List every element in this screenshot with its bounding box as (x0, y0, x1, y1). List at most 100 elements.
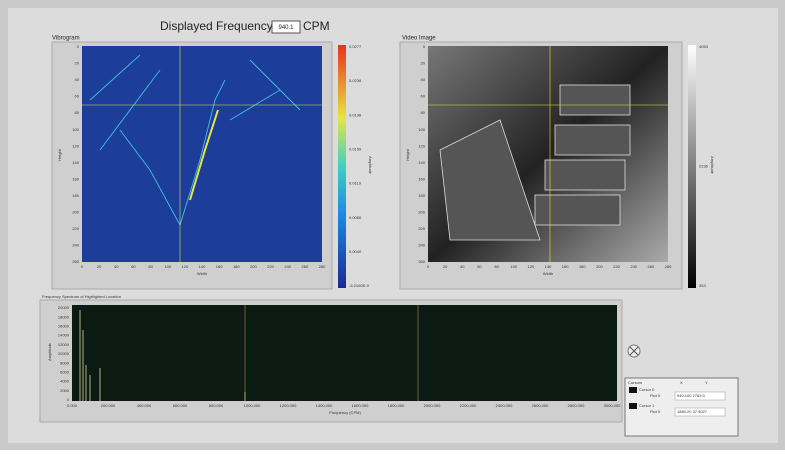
y-tick-label: 10000 (58, 351, 70, 356)
x-tick-label: 140 (199, 264, 206, 269)
x-tick-label: 200.000 (101, 403, 116, 408)
x-tick-label: 2400.000 (496, 403, 513, 408)
x-tick-label: 2800.000 (568, 403, 585, 408)
x-tick-label: 1400.000 (316, 403, 333, 408)
video-colorbar (688, 45, 696, 288)
y-tick-label: 80 (75, 110, 80, 115)
x-tick-label: 2600.000 (532, 403, 549, 408)
cursor-value-field (674, 391, 726, 401)
cursor-name: Cursor 1 (639, 403, 655, 408)
y-tick-label: 8000 (60, 360, 70, 365)
x-tick-label: 40 (114, 264, 119, 269)
y-tick-label: 100 (418, 127, 425, 132)
y-tick-label: 40 (75, 77, 80, 82)
y-tick-label: 180 (418, 193, 425, 198)
frequency-label: Displayed Frequency (160, 19, 273, 33)
y-axis-label: Amplitude (47, 342, 52, 361)
y-tick-label: 40 (421, 77, 426, 82)
x-tick-label: 100 (164, 264, 171, 269)
y-tick-label: 200 (418, 209, 425, 214)
x-tick-label: 800.000 (209, 403, 224, 408)
x-tick-label: 1000.000 (244, 403, 261, 408)
x-tick-label: 160 (216, 264, 223, 269)
zoom-icon[interactable] (629, 346, 639, 356)
x-tick-label: 80 (148, 264, 153, 269)
x-tick-label: 220 (267, 264, 274, 269)
y-tick-label: 2000 (60, 388, 70, 393)
y-tick-label: 100 (72, 127, 79, 132)
frequency-value[interactable]: 940.1 (278, 25, 294, 31)
x-tick-label: 60 (477, 264, 482, 269)
y-tick-label: 2236 (699, 164, 709, 169)
x-tick-label: 260 (648, 264, 655, 269)
y-tick-label: 160 (418, 176, 425, 181)
cursor-legend (624, 377, 739, 437)
x-axis-label: Frequency (CPM) (329, 410, 361, 415)
video-title: Video Image (402, 36, 436, 42)
x-tick-label: 180 (579, 264, 586, 269)
x-tick-label: 20 (443, 264, 448, 269)
x-tick-label: 0 (81, 264, 84, 269)
cursor-swatch (629, 403, 637, 409)
vibrogram-features (89, 54, 301, 226)
cursor-value: 940.100 2763.0 (677, 393, 706, 398)
x-tick-label: 600.000 (173, 403, 188, 408)
y-tick-label: 12000 (58, 342, 70, 347)
x-axis-label: Width (197, 271, 207, 276)
x-tick-label: 240 (630, 264, 637, 269)
x-tick-label: 60 (131, 264, 136, 269)
x-tick-label: 120 (182, 264, 189, 269)
y-tick-label: 220 (418, 226, 425, 231)
y-tick-label: 20 (421, 61, 426, 66)
x-tick-label: 180 (233, 264, 240, 269)
y-tick-label: 60 (75, 94, 80, 99)
y-tick-label: 0.0080 (349, 215, 362, 220)
y-tick-label: 4000 (60, 379, 70, 384)
x-tick-label: 200 (250, 264, 257, 269)
cursor-name: Cursor 0 (639, 387, 655, 392)
x-tick-label: 0.000 (67, 403, 78, 408)
x-tick-label: 80 (494, 264, 499, 269)
frequency-field[interactable] (271, 20, 301, 34)
y-tick-label: 0 (423, 44, 426, 49)
y-tick-label: 6000 (60, 369, 70, 374)
x-tick-label: 240 (284, 264, 291, 269)
frequency-unit: CPM (303, 19, 330, 33)
y-tick-label: 18000 (58, 314, 70, 319)
y-tick-label: 260 (72, 259, 79, 264)
spectrum-title: Frequency Spectrum of Highlighted Locati… (42, 294, 121, 299)
cursor-swatch (629, 387, 637, 393)
x-tick-label: 220 (613, 264, 620, 269)
x-axis-label: Width (543, 271, 553, 276)
x-tick-label: 160 (562, 264, 569, 269)
video-features (439, 84, 631, 241)
y-tick-label: 80 (421, 110, 426, 115)
vibrogram-colorbar (338, 45, 346, 288)
y-tick-label: 0 (77, 44, 80, 49)
x-tick-label: 1600.000 (352, 403, 369, 408)
cursor-header: Y (705, 380, 708, 385)
x-tick-label: 260 (302, 264, 309, 269)
y-tick-label: 200 (72, 209, 79, 214)
cursor-legend-title: Cursors (628, 380, 642, 385)
x-tick-label: 400.000 (137, 403, 152, 408)
y-tick-label: 140 (72, 160, 79, 165)
colorbar-label: Amplitude (710, 156, 715, 175)
x-tick-label: 3000.000 (604, 403, 621, 408)
y-tick-label: 16000 (58, 323, 70, 328)
y-tick-label: 240 (418, 243, 425, 248)
cursor-plot: Plot 0 (650, 393, 661, 398)
vibrogram-title: Vibrogram (52, 36, 80, 42)
x-tick-label: 1200.000 (280, 403, 297, 408)
y-tick-label: 0.0159 (349, 146, 362, 151)
x-tick-label: 200 (596, 264, 603, 269)
y-tick-label: 220 (72, 226, 79, 231)
y-axis-label: Height (405, 148, 410, 160)
y-tick-label: 240 (72, 243, 79, 248)
colorbar-label: Amplitude (368, 156, 373, 175)
x-tick-label: 280 (319, 264, 326, 269)
x-tick-label: 1800.000 (388, 403, 405, 408)
y-tick-label: -5.2100E-9 (349, 283, 370, 288)
x-tick-label: 120 (528, 264, 535, 269)
